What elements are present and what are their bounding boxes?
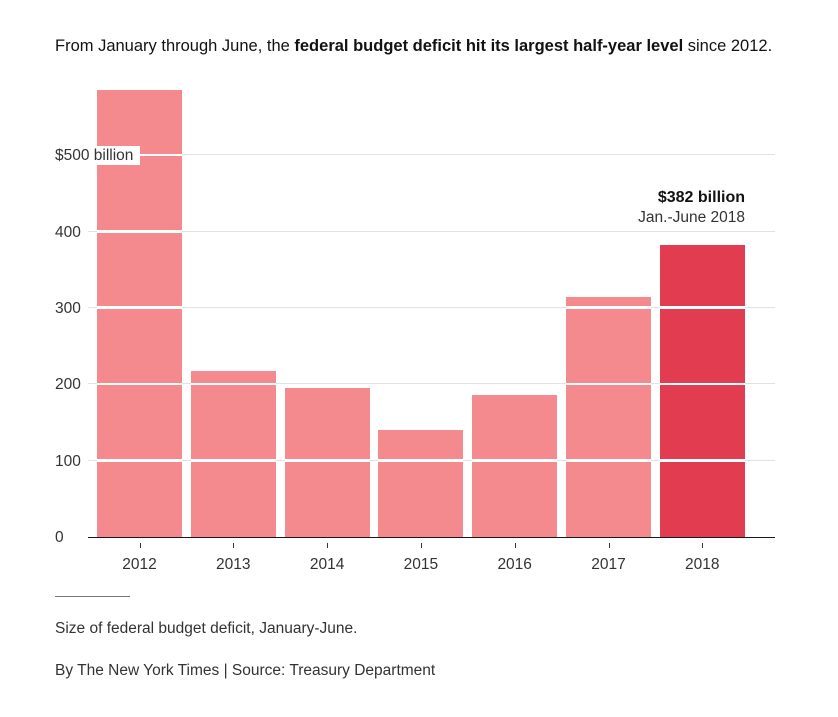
bar-2016 [472,395,558,537]
bar-2015 [378,430,464,537]
headline-prefix: From January through June, the [55,36,295,55]
bar-gridline-300 [97,306,182,309]
bar-gridline-100 [472,459,558,462]
x-axis-tick-2015 [420,543,422,548]
bar-gridline-300 [659,306,745,309]
gridline-500 [88,154,775,156]
bar-gridline-100 [566,459,651,462]
y-axis-label-100: 100 [55,451,88,471]
bar-2017 [566,297,651,537]
bar-gridline-100 [659,459,745,462]
y-axis-label-500: $500 billion [55,146,141,166]
bar-gridline-300 [566,306,651,309]
x-axis-tick-2014 [327,543,329,548]
x-axis-label-2012: 2012 [122,556,157,573]
bar-gridline-100 [284,459,370,462]
bar-2014 [284,388,370,537]
gridline-400 [88,230,775,232]
bar-gridline-100 [190,459,276,462]
x-axis-line [88,536,775,538]
byline-source: By The New York Times | Source: Treasury… [55,662,436,679]
y-axis-label-300: 300 [55,298,88,318]
bar-2018 [659,245,745,537]
bar-gridline-200 [659,382,745,386]
bar-gridline-200 [190,382,276,386]
gridline-300 [88,306,775,308]
bar-2013 [190,370,276,537]
bar-gridline-200 [566,382,651,386]
x-axis-label-2018: 2018 [685,556,720,573]
bar-annotation: $382 billion Jan.-June 2018 [638,188,745,228]
headline-suffix: since 2012. [683,36,773,55]
x-axis-label-2017: 2017 [591,556,626,573]
x-axis-tick-2016 [514,543,516,548]
bar-gridline-400 [97,230,182,233]
x-axis-tick-2017 [608,543,610,548]
bar-gridline-100 [378,459,464,462]
x-axis-label-2013: 2013 [216,556,251,573]
x-axis-label-2016: 2016 [497,556,532,573]
footer-divider [55,596,130,597]
x-axis-label-2014: 2014 [309,556,345,573]
chart-caption: Size of federal budget deficit, January-… [55,620,358,637]
plot-area [88,67,775,537]
headline-bold: federal budget deficit hit its largest h… [294,36,684,55]
annotation-label: Jan.-June 2018 [638,209,745,226]
x-axis-label-2015: 2015 [403,556,439,573]
x-axis-tick-2012 [139,543,141,548]
annotation-value: $382 billion [657,189,745,206]
y-axis-label-400: 400 [55,222,88,242]
bar-gridline-200 [97,382,182,386]
y-axis-label-200: 200 [55,375,88,395]
x-axis-tick-2018 [702,543,704,548]
bar-gridline-100 [97,459,182,462]
gridline-200 [88,383,775,385]
x-axis-tick-2013 [233,543,235,548]
chart-headline: From January through June, the federal b… [55,35,808,57]
y-axis-label-0: 0 [55,528,71,547]
